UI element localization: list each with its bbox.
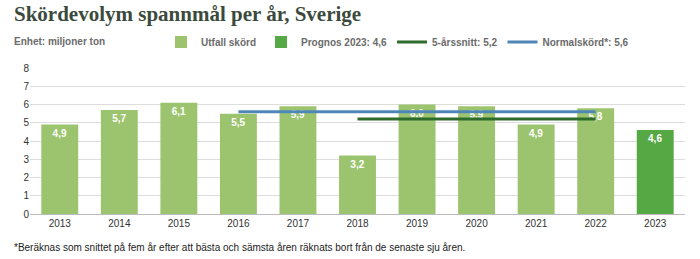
svg-text:0: 0 <box>23 209 29 220</box>
svg-text:5,7: 5,7 <box>112 113 126 124</box>
svg-text:2021: 2021 <box>525 218 548 229</box>
svg-text:2: 2 <box>23 172 29 183</box>
svg-text:2019: 2019 <box>406 218 429 229</box>
svg-text:4,9: 4,9 <box>529 128 543 139</box>
svg-text:2014: 2014 <box>108 218 131 229</box>
svg-text:2015: 2015 <box>168 218 191 229</box>
svg-text:Enhet: miljoner ton: Enhet: miljoner ton <box>14 36 105 47</box>
svg-text:3,2: 3,2 <box>350 159 364 170</box>
svg-text:2018: 2018 <box>346 218 369 229</box>
svg-text:2022: 2022 <box>585 218 608 229</box>
svg-text:5: 5 <box>23 117 29 128</box>
svg-text:Normalskörd*: 5,6: Normalskörd*: 5,6 <box>543 37 629 48</box>
svg-text:2016: 2016 <box>227 218 250 229</box>
svg-text:Skördevolym spannmål per år, S: Skördevolym spannmål per år, Sverige <box>14 2 361 26</box>
svg-text:6: 6 <box>23 99 29 110</box>
svg-text:5,5: 5,5 <box>231 117 245 128</box>
svg-text:2023: 2023 <box>644 218 667 229</box>
svg-text:2017: 2017 <box>287 218 310 229</box>
svg-text:5,8: 5,8 <box>589 111 603 122</box>
svg-text:Utfall skörd: Utfall skörd <box>201 37 256 48</box>
svg-text:4,9: 4,9 <box>53 128 67 139</box>
svg-text:5,9: 5,9 <box>291 109 305 120</box>
svg-text:4,6: 4,6 <box>648 133 662 144</box>
svg-text:2020: 2020 <box>465 218 488 229</box>
svg-text:6,0: 6,0 <box>410 108 424 119</box>
svg-text:4: 4 <box>23 136 29 147</box>
svg-text:1: 1 <box>23 190 29 201</box>
svg-text:2013: 2013 <box>49 218 72 229</box>
svg-text:6,1: 6,1 <box>172 106 186 117</box>
svg-text:8: 8 <box>23 63 29 74</box>
svg-text:5,9: 5,9 <box>469 109 483 120</box>
svg-text:5-årssnitt: 5,2: 5-årssnitt: 5,2 <box>432 37 497 48</box>
svg-text:7: 7 <box>23 81 29 92</box>
svg-text:3: 3 <box>23 154 29 165</box>
svg-text:Prognos 2023: 4,6: Prognos 2023: 4,6 <box>301 37 387 48</box>
svg-text:*Beräknas som snittet på fem å: *Beräknas som snittet på fem år efter at… <box>14 242 465 253</box>
